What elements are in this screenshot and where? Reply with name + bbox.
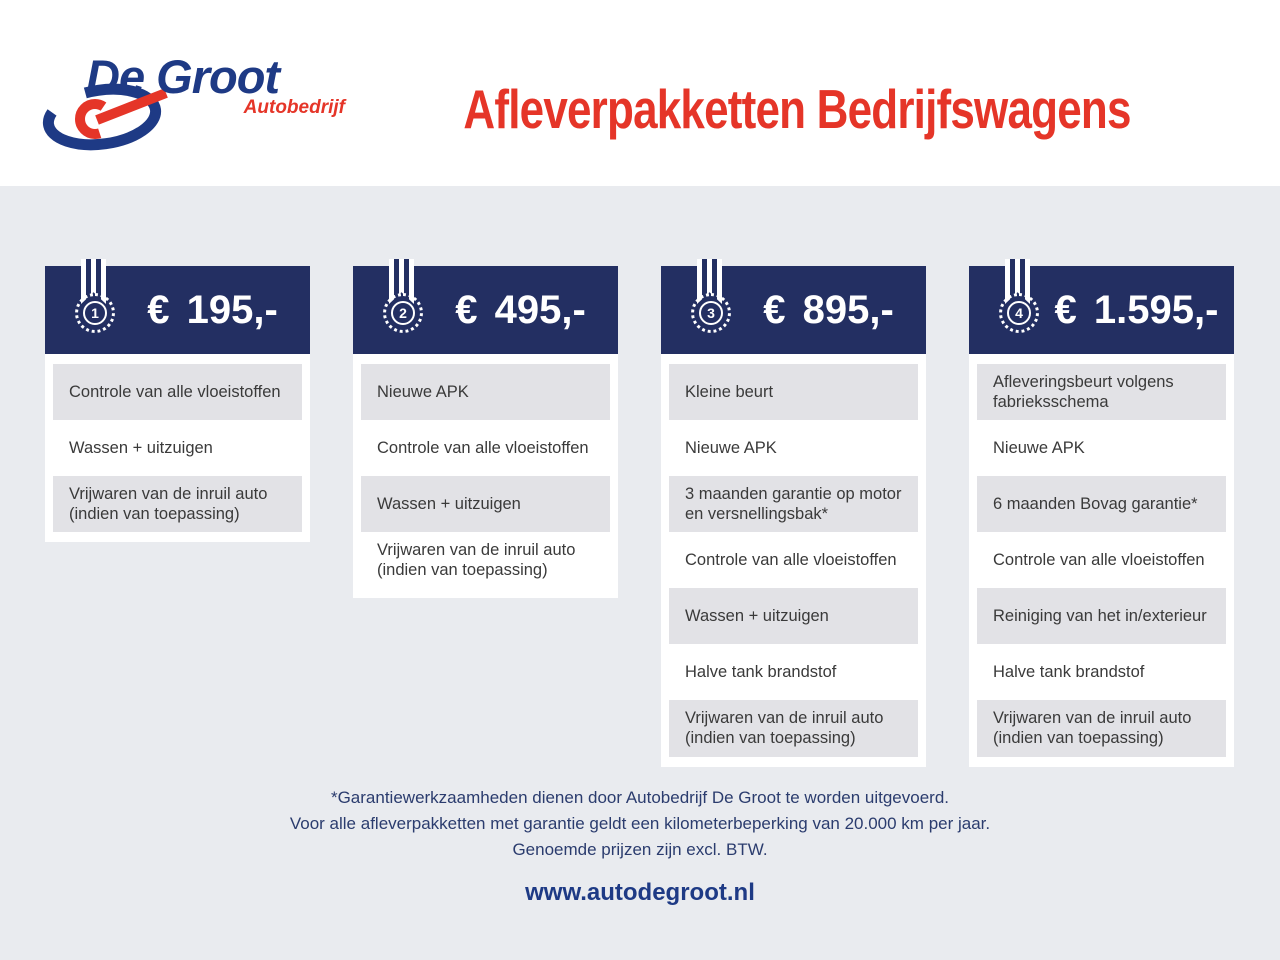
medal-circle-icon: 4 bbox=[999, 293, 1039, 333]
package-item: Vrijwaren van de inruil auto (indien van… bbox=[669, 700, 918, 757]
package-item: Nieuwe APK bbox=[685, 438, 777, 457]
package-item: Afleveringsbeurt volgens fabrieksschema bbox=[977, 364, 1226, 421]
package-item: Halve tank brandstof bbox=[993, 663, 1145, 682]
package-item: Controle van alle vloeistoffen bbox=[993, 551, 1205, 570]
package-item: Vrijwaren van de inruil auto (indien van… bbox=[377, 541, 576, 580]
package-header: 2 € 495,- bbox=[353, 259, 618, 354]
medal-icon: 2 bbox=[375, 259, 431, 354]
package-card: 1 € 195,- Controle van alle vloeistoffen… bbox=[45, 259, 310, 543]
package-price: € 1.595,- bbox=[1054, 287, 1219, 332]
footnotes: *Garantiewerkzaamheden dienen door Autob… bbox=[0, 785, 1280, 863]
package-cards: 1 € 195,- Controle van alle vloeistoffen… bbox=[0, 259, 1280, 767]
page-title: Afleverpakketten Bedrijfswagens bbox=[355, 71, 1240, 141]
package-item-list: Afleveringsbeurt volgens fabrieksschema N… bbox=[969, 354, 1234, 767]
package-item: 3 maanden garantie op motor en versnelli… bbox=[669, 476, 918, 533]
package-item: Vrijwaren van de inruil auto (indien van… bbox=[977, 700, 1226, 757]
package-header: 1 € 195,- bbox=[45, 259, 310, 354]
medal-inner-circle: 3 bbox=[699, 301, 723, 325]
medal-inner-circle: 2 bbox=[391, 301, 415, 325]
package-item: Wassen + uitzuigen bbox=[361, 476, 610, 532]
package-item: Wassen + uitzuigen bbox=[669, 588, 918, 645]
package-item: Reiniging van het in/exterieur bbox=[977, 588, 1226, 645]
package-price: € 495,- bbox=[455, 287, 586, 332]
package-item: Controle van alle vloeistoffen bbox=[377, 438, 589, 457]
package-number: 2 bbox=[399, 305, 407, 321]
medal-circle-icon: 3 bbox=[691, 293, 731, 333]
package-item-list: Controle van alle vloeistoffen Wassen + u… bbox=[45, 354, 310, 542]
footnote-line: Voor alle afleverpakketten met garantie … bbox=[289, 813, 991, 833]
main-content: 1 € 195,- Controle van alle vloeistoffen… bbox=[0, 186, 1280, 907]
package-item: Nieuwe APK bbox=[993, 439, 1085, 458]
package-number: 4 bbox=[1015, 305, 1023, 321]
package-item: Nieuwe APK bbox=[361, 364, 610, 420]
package-card: 2 € 495,- Nieuwe APK Controle van alle vl… bbox=[353, 259, 618, 599]
logo: De Groot Autobedrijf bbox=[40, 41, 355, 171]
package-item: Wassen + uitzuigen bbox=[69, 438, 213, 457]
package-header: 3 € 895,- bbox=[661, 259, 926, 354]
logo-brand-subtitle: Autobedrijf bbox=[243, 97, 345, 118]
package-item: 6 maanden Bovag garantie* bbox=[977, 476, 1226, 533]
medal-icon: 4 bbox=[991, 259, 1047, 354]
package-number: 3 bbox=[707, 305, 715, 321]
medal-inner-circle: 4 bbox=[1007, 301, 1031, 325]
package-item: Controle van alle vloeistoffen bbox=[685, 551, 897, 570]
medal-inner-circle: 1 bbox=[83, 301, 107, 325]
footnote-line: Genoemde prijzen zijn excl. BTW. bbox=[512, 839, 768, 859]
header-band: De Groot Autobedrijf Afleverpakketten Be… bbox=[0, 0, 1280, 186]
medal-icon: 1 bbox=[67, 259, 123, 354]
medal-circle-icon: 2 bbox=[383, 293, 423, 333]
package-price: € 895,- bbox=[763, 287, 894, 332]
package-item-list: Kleine beurt Nieuwe APK 3 maanden garantie… bbox=[661, 354, 926, 767]
page-title-text: Afleverpakketten Bedrijfswagens bbox=[463, 78, 1132, 140]
package-item: Controle van alle vloeistoffen bbox=[53, 364, 302, 420]
package-card: 4 € 1.595,- Afleveringsbeurt volgens fab… bbox=[969, 259, 1234, 767]
logo-brand-name: De Groot bbox=[86, 50, 280, 103]
package-item: Halve tank brandstof bbox=[685, 663, 837, 682]
package-number: 1 bbox=[91, 305, 99, 321]
package-price: € 195,- bbox=[147, 287, 278, 332]
package-item: Kleine beurt bbox=[669, 364, 918, 420]
package-header: 4 € 1.595,- bbox=[969, 259, 1234, 354]
logo-swoosh-icon bbox=[42, 83, 168, 151]
footnote-line: *Garantiewerkzaamheden dienen door Autob… bbox=[330, 787, 950, 807]
medal-circle-icon: 1 bbox=[75, 293, 115, 333]
package-item: Vrijwaren van de inruil auto (indien van… bbox=[53, 476, 302, 533]
medal-icon: 3 bbox=[683, 259, 739, 354]
website-url: www.autodegroot.nl bbox=[525, 878, 755, 906]
package-card: 3 € 895,- Kleine beurt Nieuwe APK 3 maande… bbox=[661, 259, 926, 767]
package-item-list: Nieuwe APK Controle van alle vloeistoffen… bbox=[353, 354, 618, 598]
